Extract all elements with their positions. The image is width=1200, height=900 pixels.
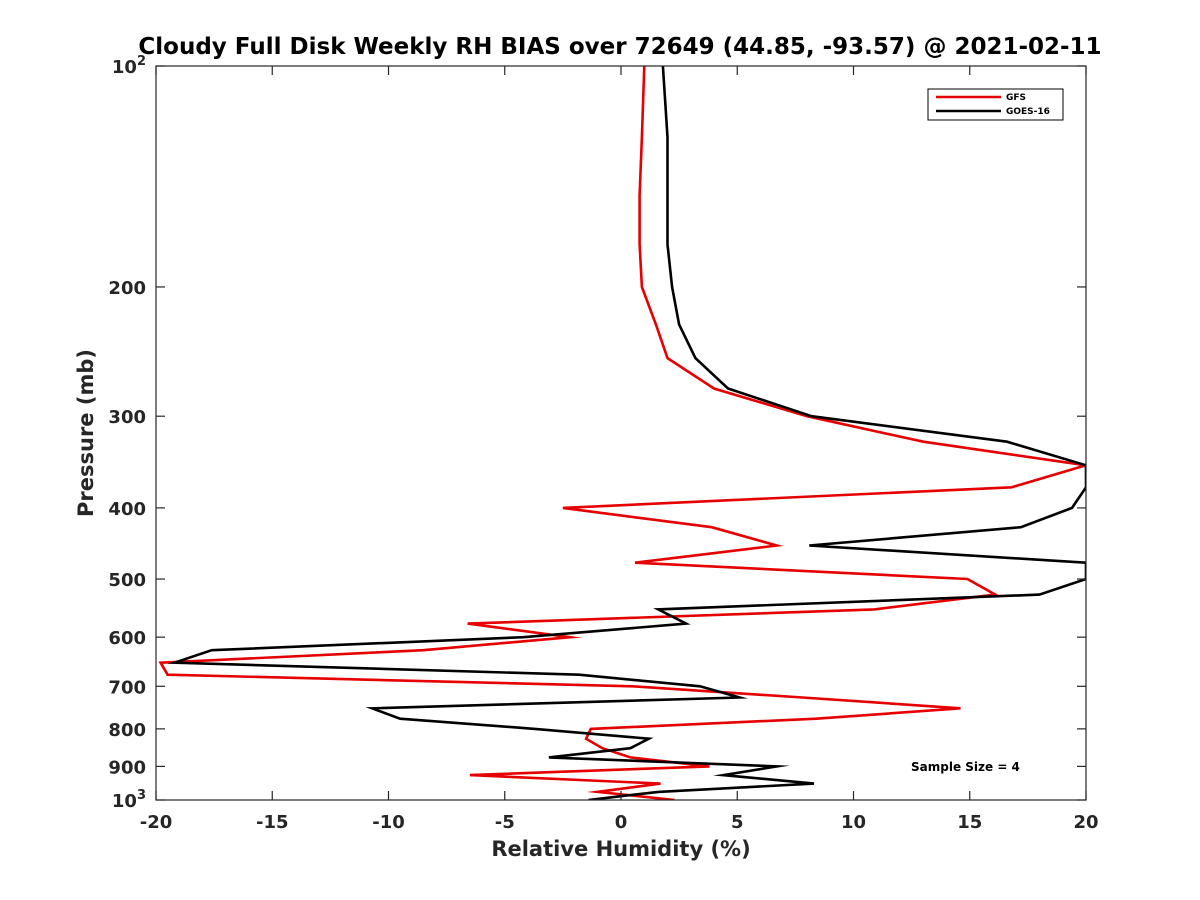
x-tick-label: -20 <box>140 812 173 833</box>
x-tick-label: 15 <box>957 812 982 833</box>
legend-box <box>927 88 1064 121</box>
x-tick-label: -15 <box>256 812 289 833</box>
x-tick-label: 5 <box>731 812 744 833</box>
x-tick-label: 0 <box>615 812 628 833</box>
y-tick-label: 300 <box>108 407 146 428</box>
plot-area <box>155 65 1087 801</box>
y-axis: 102 200 300 400 500 600 700 800 900 103 <box>108 54 1086 812</box>
y-tick-label: 102 <box>112 54 146 78</box>
y-tick-label: 500 <box>108 570 146 591</box>
y-tick-label: 800 <box>108 720 146 741</box>
legend-label-goes16: GOES-16 <box>1006 107 1050 117</box>
legend-label-gfs: GFS <box>1006 93 1026 103</box>
y-tick-label: 700 <box>108 677 146 698</box>
y-tick-label: 600 <box>108 628 146 649</box>
x-tick-label: -5 <box>495 812 515 833</box>
chart-title: Cloudy Full Disk Weekly RH BIAS over 726… <box>138 34 1101 60</box>
x-tick-label: -10 <box>372 812 405 833</box>
y-tick-label: 200 <box>108 278 146 299</box>
y-axis-label: Pressure (mb) <box>74 349 98 517</box>
y-tick-label: 900 <box>108 757 146 778</box>
legend: GFS GOES-16 <box>927 88 1064 121</box>
sample-size-annotation: Sample Size = 4 <box>911 760 1020 774</box>
x-tick-label: 10 <box>841 812 866 833</box>
y-tick-label: 103 <box>112 788 146 812</box>
y-tick-label: 400 <box>108 499 146 520</box>
x-axis-label: Relative Humidity (%) <box>491 837 750 861</box>
x-tick-label: 20 <box>1073 812 1098 833</box>
x-axis: -20 -15 -10 -5 0 5 10 15 20 <box>140 66 1099 833</box>
